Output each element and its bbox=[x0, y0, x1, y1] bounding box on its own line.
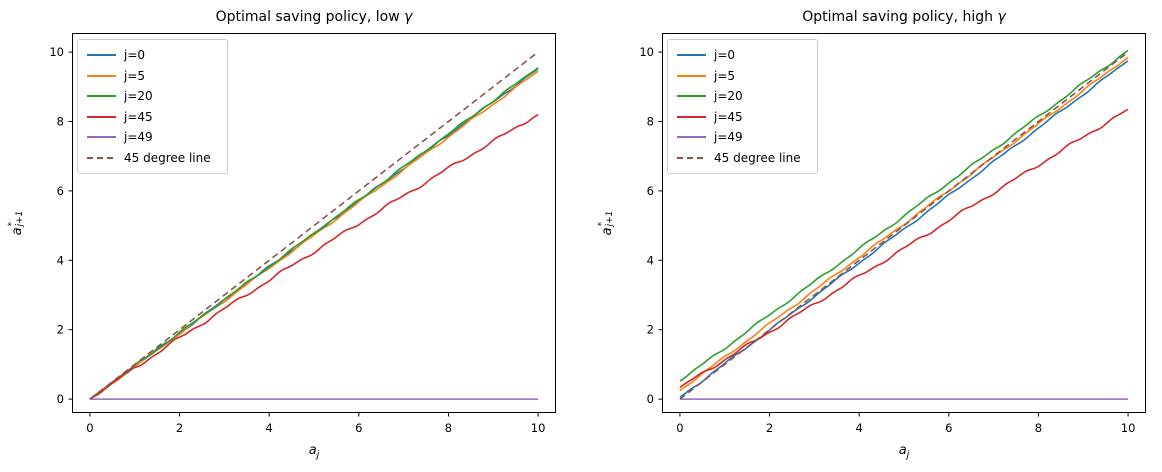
x-label-sub: j bbox=[906, 449, 910, 461]
series-line-j20 bbox=[89, 67, 539, 400]
x-tick-label: 8 bbox=[1035, 421, 1042, 435]
y-tick-label: 0 bbox=[57, 392, 64, 406]
plot-title-right-text: Optimal saving policy, high bbox=[802, 9, 998, 25]
x-label-sub: j bbox=[316, 449, 320, 461]
legend-entry: j=20 bbox=[677, 86, 801, 107]
y-axis-label-right: a * j+1 bbox=[597, 183, 617, 263]
y-label-base: a bbox=[9, 227, 25, 236]
legend-line-swatch bbox=[677, 136, 706, 139]
y-tick-label: 8 bbox=[57, 114, 64, 128]
y-tick-label: 10 bbox=[49, 45, 64, 59]
legend-label: j=45 bbox=[124, 109, 153, 124]
y-tick-label: 6 bbox=[647, 184, 654, 198]
series-line-j20 bbox=[679, 49, 1129, 382]
x-label-base: a bbox=[898, 443, 907, 458]
legend-label: j=49 bbox=[714, 130, 743, 145]
axes-spines bbox=[72, 33, 556, 413]
legend-line-swatch bbox=[677, 156, 706, 159]
legend-entry: j=49 bbox=[87, 127, 211, 148]
legend-label: j=45 bbox=[714, 109, 743, 124]
legend-entry: j=0 bbox=[87, 45, 211, 66]
legend-label: j=0 bbox=[124, 48, 146, 63]
plot-title-right: Optimal saving policy, high γ bbox=[662, 9, 1146, 29]
y-tick-label: 2 bbox=[647, 323, 654, 337]
legend-left: j=0 j=5 j=20 j=45 j=49 45 degree line bbox=[77, 39, 228, 174]
x-tick-label: 6 bbox=[945, 421, 952, 435]
legend-entry: j=5 bbox=[677, 66, 801, 87]
x-axis-label-right: aj bbox=[662, 443, 1146, 461]
legend-line-swatch bbox=[87, 156, 116, 159]
legend-entry: j=45 bbox=[677, 107, 801, 128]
y-tick-label: 4 bbox=[647, 253, 654, 267]
legend-label: 45 degree line bbox=[124, 150, 211, 165]
gamma-symbol: γ bbox=[997, 9, 1006, 25]
axes-panel-0: 0 2 4 6 8 10 0 2 4 6 8 10 bbox=[49, 33, 556, 435]
series-line-deg45 bbox=[679, 51, 1129, 400]
x-tick-label: 4 bbox=[856, 421, 863, 435]
axes-spines bbox=[662, 33, 1146, 413]
x-label-base: a bbox=[308, 443, 317, 458]
series-line-deg45 bbox=[89, 51, 539, 400]
legend-label: j=20 bbox=[714, 89, 743, 104]
y-label-scripts: * j+1 bbox=[597, 210, 615, 227]
y-tick-label: 8 bbox=[647, 114, 654, 128]
y-label-scripts: * j+1 bbox=[7, 210, 25, 227]
legend-entry: j=5 bbox=[87, 66, 211, 87]
legend-label: j=5 bbox=[714, 68, 736, 83]
legend-entry: j=20 bbox=[87, 86, 211, 107]
legend-entry: j=45 bbox=[87, 107, 211, 128]
plot-title-left: Optimal saving policy, low γ bbox=[72, 9, 556, 29]
y-label-base: a bbox=[599, 227, 615, 236]
x-tick-label: 4 bbox=[266, 421, 273, 435]
legend-line-swatch bbox=[87, 74, 116, 77]
legend-line-swatch bbox=[677, 74, 706, 77]
x-tick-label: 0 bbox=[86, 421, 93, 435]
legend-entry: j=49 bbox=[677, 127, 801, 148]
x-tick-label: 8 bbox=[445, 421, 452, 435]
y-label-sub: j+1 bbox=[605, 210, 615, 227]
legend-label: j=49 bbox=[124, 130, 153, 145]
x-tick-label: 10 bbox=[531, 421, 546, 435]
plot-title-left-text: Optimal saving policy, low bbox=[215, 9, 405, 25]
legend-line-swatch bbox=[677, 115, 706, 118]
x-tick-label: 10 bbox=[1121, 421, 1136, 435]
x-axis-label-left: aj bbox=[72, 443, 556, 461]
legend-line-swatch bbox=[87, 95, 116, 98]
y-tick-label: 2 bbox=[57, 323, 64, 337]
x-tick-label: 2 bbox=[766, 421, 773, 435]
gamma-symbol: γ bbox=[404, 9, 413, 25]
legend-label: j=20 bbox=[124, 89, 153, 104]
legend-entry: j=0 bbox=[677, 45, 801, 66]
legend-line-swatch bbox=[87, 115, 116, 118]
y-axis-label-left: a * j+1 bbox=[7, 183, 27, 263]
legend-line-swatch bbox=[677, 54, 706, 57]
legend-label: j=5 bbox=[124, 68, 146, 83]
series-line-j45 bbox=[89, 113, 539, 400]
legend-label: j=0 bbox=[714, 48, 736, 63]
legend-label: 45 degree line bbox=[714, 150, 801, 165]
y-tick-label: 0 bbox=[647, 392, 654, 406]
legend-line-swatch bbox=[87, 54, 116, 57]
x-tick-label: 2 bbox=[176, 421, 183, 435]
y-label-sub: j+1 bbox=[15, 210, 25, 227]
y-tick-label: 4 bbox=[57, 253, 64, 267]
y-tick-label: 10 bbox=[639, 45, 654, 59]
legend-entry: 45 degree line bbox=[677, 148, 801, 169]
y-tick-label: 6 bbox=[57, 184, 64, 198]
x-tick-label: 6 bbox=[355, 421, 362, 435]
legend-line-swatch bbox=[677, 95, 706, 98]
axes-panel-1: 0 2 4 6 8 10 0 2 4 6 8 10 bbox=[639, 33, 1146, 435]
x-tick-label: 0 bbox=[676, 421, 683, 435]
legend-entry: 45 degree line bbox=[87, 148, 211, 169]
legend-line-swatch bbox=[87, 136, 116, 139]
legend-right: j=0 j=5 j=20 j=45 j=49 45 degree line bbox=[667, 39, 818, 174]
